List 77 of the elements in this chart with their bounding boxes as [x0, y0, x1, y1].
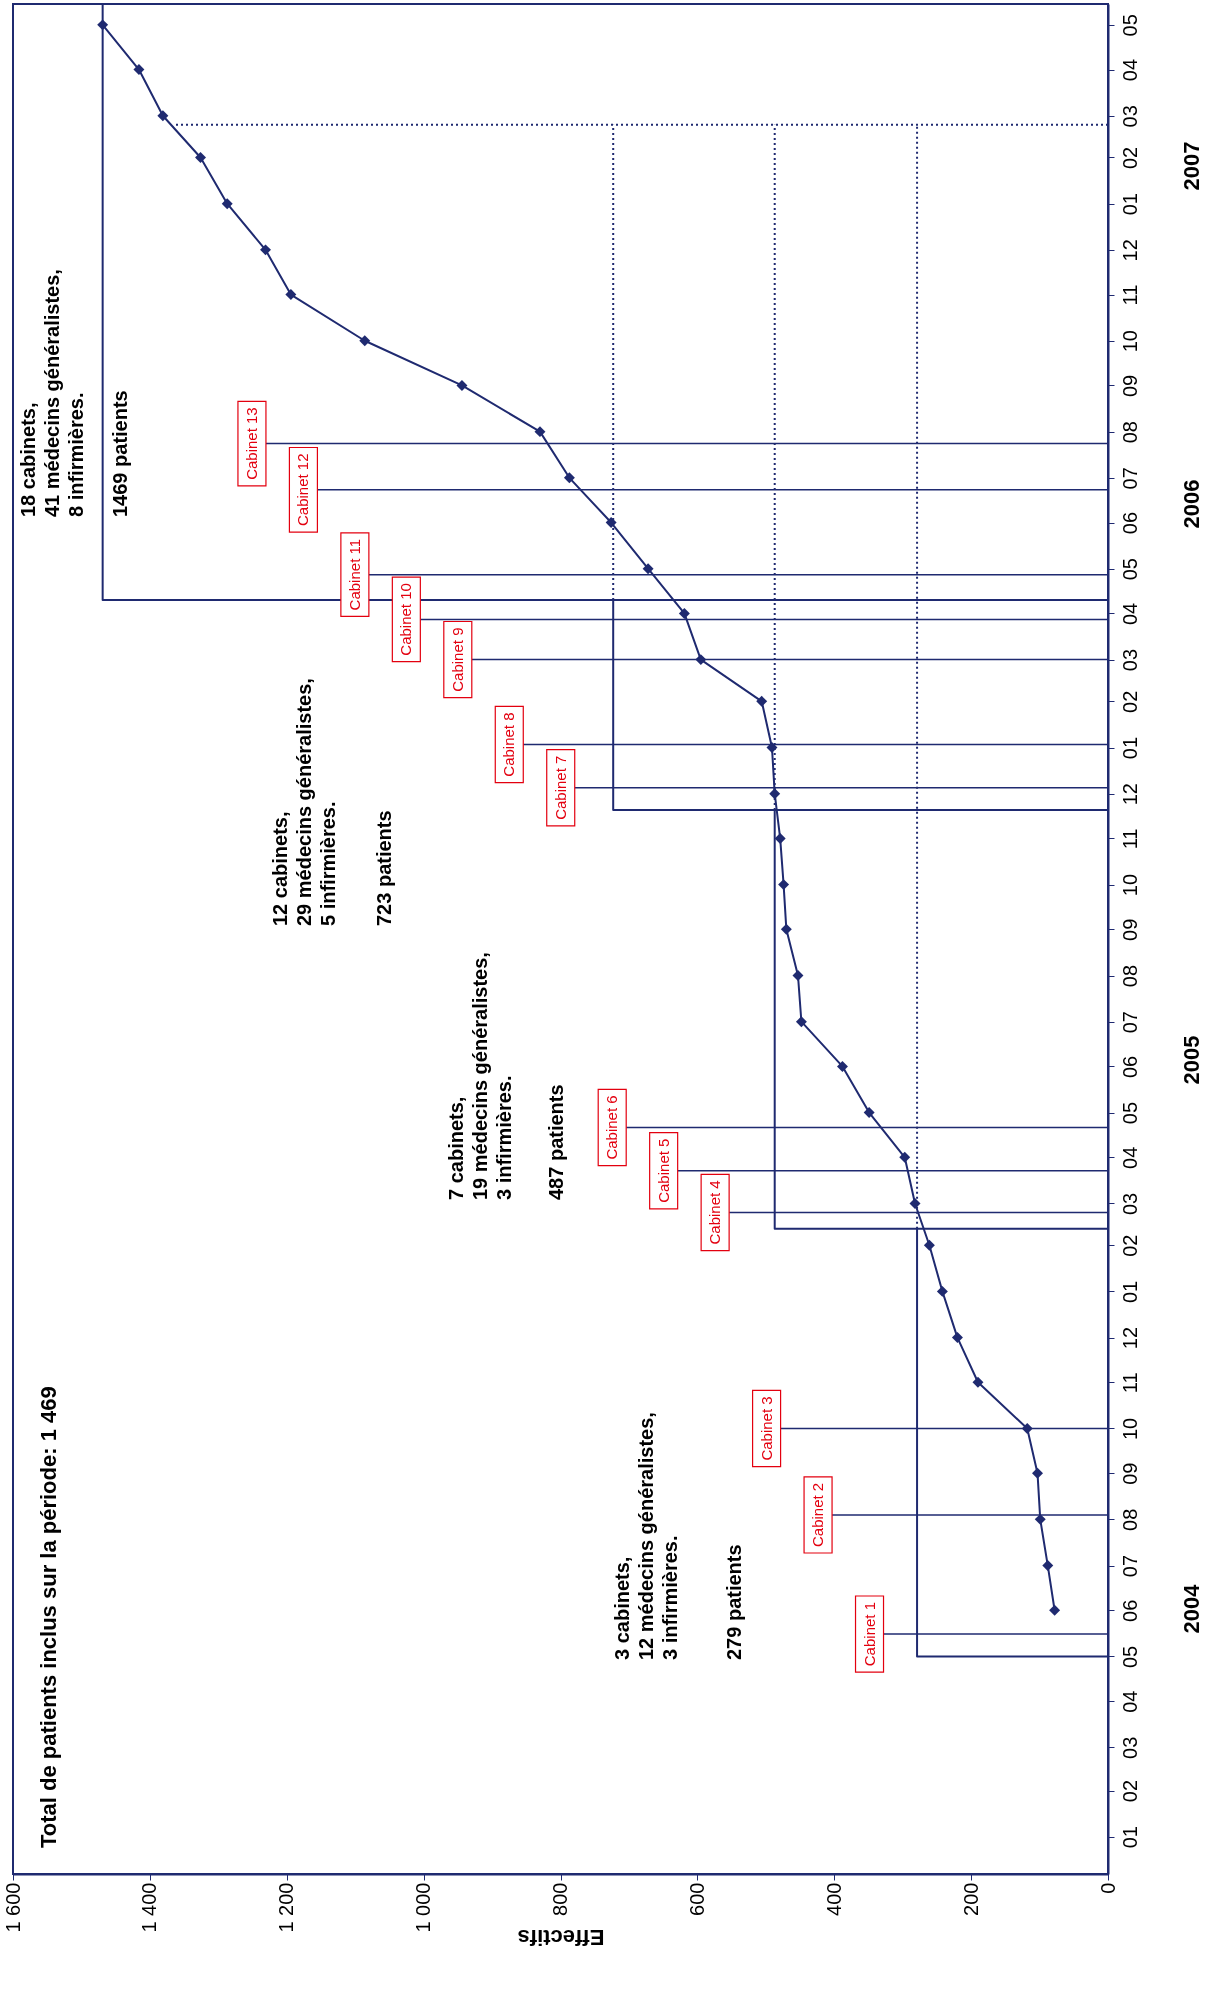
y-tick-label: 05: [1118, 1645, 1141, 1669]
x-axis-title: Effectifs: [517, 1924, 605, 1950]
y-tick-label: 02: [1118, 690, 1141, 713]
text: 2006: [1179, 479, 1204, 529]
y-tick-label: 11: [1118, 828, 1141, 850]
ref-line-label: Cabinet 12: [294, 453, 312, 527]
y-tick-label: 03: [1118, 648, 1141, 672]
annotation: 487 patients: [545, 1084, 567, 1200]
y-tick-label: 10: [1118, 330, 1141, 353]
x-tick-label: 0: [1096, 1882, 1119, 1894]
y-tick-label: 01: [1118, 193, 1141, 216]
annotation: 723 patients: [373, 810, 395, 926]
annotation: 18 cabinets, 41 médecins généralistes, 8 infirmières.: [17, 269, 87, 517]
y-tick-label: 07: [1118, 1554, 1141, 1578]
x-tick-label: 1 200: [275, 1882, 298, 1933]
x-tick-label: 1 600: [1, 1882, 24, 1933]
y-tick-label: 12: [1118, 239, 1141, 262]
ref-line-label: Cabinet 6: [603, 1095, 621, 1160]
y-tick-label: 03: [1118, 105, 1141, 128]
y-tick-label: 07: [1118, 467, 1141, 490]
annotation: 12 cabinets, 29 médecins généralistes, 5 infirmières.: [269, 678, 339, 926]
annotation: 279 patients: [723, 1544, 745, 1660]
y-tick-label: 08: [1118, 1508, 1141, 1531]
y-tick-label: 01: [1118, 1826, 1141, 1849]
ref-line-label: Cabinet 2: [809, 1482, 827, 1548]
y-tick-label: 02: [1118, 1779, 1141, 1803]
y-tick-label: 09: [1118, 374, 1141, 398]
x-tick-label: 200: [959, 1882, 982, 1916]
ref-line-label: Cabinet 4: [706, 1180, 724, 1245]
ref-line-label: Cabinet 7: [551, 755, 569, 820]
y-tick-label: 12: [1118, 1326, 1141, 1350]
y-tick-label: 06: [1118, 511, 1141, 535]
x-tick-label: 800: [549, 1882, 571, 1916]
y-tick-label: 11: [1118, 1372, 1141, 1394]
y-tick-label: 12: [1118, 783, 1141, 806]
ref-line-label: Cabinet 10: [397, 583, 415, 656]
y-tick-label: 04: [1118, 1146, 1141, 1169]
y-tick-label: 06: [1118, 1599, 1141, 1622]
ref-line-label: Cabinet 3: [757, 1396, 775, 1461]
text: 2007: [1179, 141, 1204, 191]
ref-line-label: Cabinet 1: [860, 1601, 878, 1667]
ref-line-label: Cabinet 9: [448, 627, 466, 692]
ref-line-label: Cabinet 13: [242, 407, 260, 480]
text: 2004: [1179, 1583, 1204, 1634]
y-tick-label: 06: [1118, 1055, 1141, 1079]
y-tick-label: 10: [1118, 1417, 1141, 1441]
y-tick-label: 08: [1118, 964, 1141, 988]
y-tick-label: 03: [1118, 1192, 1141, 1216]
annotation: 1469 patients: [109, 390, 131, 517]
y-tick-label: 02: [1118, 1234, 1141, 1257]
y-tick-label: 10: [1118, 873, 1141, 897]
annotation: 7 cabinets, 19 médecins généralistes, 3 infirmières.: [445, 952, 515, 1200]
x-tick-label: 600: [685, 1882, 708, 1916]
text: Total de patients inclus sur la période: 1 469: [36, 1386, 61, 1848]
y-tick-label: 04: [1118, 58, 1141, 82]
y-tick-label: 05: [1118, 14, 1141, 37]
y-tick-label: 09: [1118, 1462, 1141, 1485]
y-tick-label: 01: [1118, 1280, 1141, 1304]
y-tick-label: 09: [1118, 918, 1141, 941]
y-tick-label: 05: [1118, 558, 1141, 581]
y-tick-label: 04: [1118, 602, 1141, 626]
x-tick-label: 400: [822, 1882, 845, 1916]
ref-line-label: Cabinet 11: [345, 538, 363, 611]
x-tick-label: 1 400: [138, 1882, 161, 1933]
y-tick-label: 03: [1118, 1736, 1141, 1759]
ref-line-label: Cabinet 5: [654, 1138, 672, 1203]
y-tick-label: 07: [1118, 1011, 1141, 1034]
text: 2005: [1179, 1035, 1204, 1085]
y-tick-label: 08: [1118, 421, 1141, 444]
y-tick-label: 05: [1118, 1101, 1141, 1125]
x-tick-label: 1 000: [412, 1882, 435, 1933]
y-tick-label: 02: [1118, 146, 1141, 170]
y-tick-label: 11: [1118, 284, 1141, 306]
y-tick-label: 04: [1118, 1690, 1141, 1713]
ref-line-label: Cabinet 8: [500, 712, 518, 777]
annotation: 3 cabinets, 12 médecins généralistes, 3 infirmières.: [611, 1412, 681, 1660]
y-tick-label: 01: [1118, 736, 1141, 760]
